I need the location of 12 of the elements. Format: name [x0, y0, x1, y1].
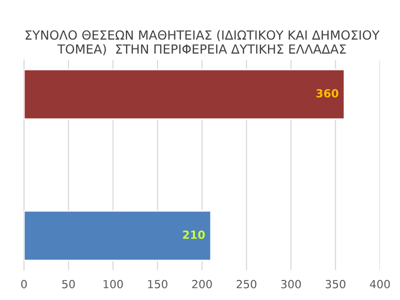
- chart-title: ΣΥΝΟΛΟ ΘΕΣΕΩΝ ΜΑΘΗΤΕΙΑΣ (ΙΔΙΩΤΙΚΟΥ ΚΑΙ ΔΗΜΟΣΙΟΥ ΤΟΜΕΑ) ΣΤΗΝ ΠΕΡΙΦΕΡΕΙΑ ΔΥΤΙΚΗΣ ΕΛΛΑΔΑΣ: [26, 30, 380, 56]
- x-tick-label: 300: [281, 280, 301, 288]
- x-tick-label: 200: [192, 280, 212, 288]
- x-tick-label: 250: [236, 280, 256, 288]
- data-label: 210: [183, 230, 205, 239]
- x-tick-label: 350: [326, 280, 346, 288]
- x-tick-label: 150: [148, 280, 168, 288]
- x-tick-label: 100: [104, 280, 123, 288]
- x-tick-label: 50: [62, 280, 75, 288]
- data-label: 360: [316, 89, 338, 98]
- x-tick-label: 400: [370, 280, 390, 288]
- x-tick-label: 0: [21, 280, 27, 288]
